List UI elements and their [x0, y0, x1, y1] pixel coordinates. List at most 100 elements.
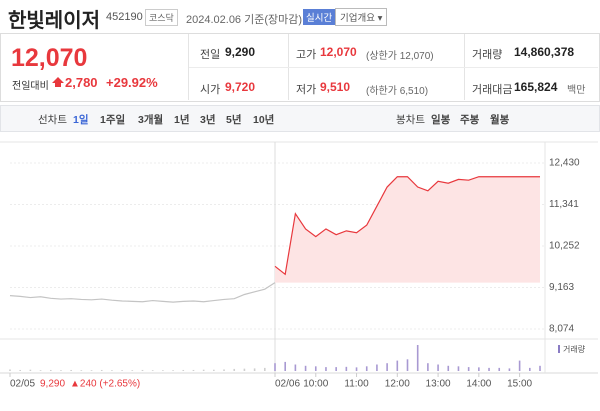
volume-bar — [274, 363, 276, 371]
price: 12,070 — [11, 44, 88, 72]
volume-bar — [60, 370, 62, 371]
divider — [188, 34, 189, 100]
change: 2,780 — [65, 75, 98, 90]
stat-label: 전일 — [200, 49, 221, 61]
volume-bar — [416, 345, 419, 371]
stat-note: (하한가 6,510) — [366, 86, 429, 97]
stat-label: 저가 — [296, 84, 317, 96]
stat-value: 9,510 — [320, 80, 351, 94]
y-tick-label: 10,252 — [549, 241, 580, 252]
y-tick-label: 8,074 — [549, 324, 574, 335]
stat-label: 고가 — [296, 49, 317, 61]
volume-bar — [162, 370, 164, 371]
volume-bar — [202, 369, 205, 371]
volume-bar — [284, 361, 286, 371]
stat-unit: 백만 — [567, 85, 586, 96]
volume-bar — [9, 369, 11, 371]
volume-bar — [376, 364, 378, 371]
volume-bar — [253, 368, 256, 371]
stat-label: 시가 — [200, 84, 221, 96]
volume-bar — [80, 370, 83, 371]
volume-bar — [131, 370, 134, 371]
up-icon — [52, 77, 64, 87]
volume-bar — [365, 366, 368, 371]
volume-bar — [498, 367, 501, 371]
x-tick-label: 11:00 — [344, 379, 369, 390]
volume-bar — [386, 363, 388, 371]
y-tick-label: 11,341 — [549, 199, 579, 210]
volume-icon — [558, 345, 560, 353]
volume-bar — [172, 370, 174, 371]
tab-bar — [0, 105, 600, 132]
volume-bar — [19, 369, 21, 371]
volume-bar — [100, 369, 103, 371]
date: 2024.02.06 기준(장마감) — [186, 14, 303, 26]
tab-label: 봉차트 — [396, 114, 425, 126]
volume-bar — [314, 366, 317, 371]
stock-name: 한빛레이저 — [8, 10, 100, 32]
volume-bar — [427, 363, 429, 371]
stat-value: 9,290 — [225, 45, 256, 59]
volume-bar — [345, 366, 348, 371]
volume-bar — [233, 368, 236, 371]
tab[interactable]: 5년 — [226, 114, 242, 126]
volume-bar — [223, 369, 225, 371]
volume-bar — [539, 365, 541, 371]
change-label: 전일대비 — [12, 81, 49, 92]
volume-bar — [111, 370, 113, 371]
volume-bar — [121, 370, 123, 371]
stat-label: 거래대금 — [472, 84, 513, 96]
divider — [189, 67, 598, 68]
x-tick-label: 12:00 — [385, 379, 410, 390]
tab-label: 선차트 — [38, 114, 67, 126]
tab[interactable]: 일봉 — [431, 114, 451, 126]
tab[interactable]: 월봉 — [490, 114, 510, 126]
overview-text: 기업개요 — [340, 13, 375, 24]
tab[interactable]: 1년 — [174, 114, 190, 126]
tab[interactable]: 3년 — [200, 114, 216, 126]
volume-bar — [335, 367, 337, 371]
volume-bar — [141, 369, 144, 371]
stat-label: 거래량 — [472, 49, 503, 61]
stock-code: 452190 — [106, 11, 143, 23]
volume-bar — [447, 365, 450, 371]
volume-bar — [478, 367, 480, 371]
tab[interactable]: 주봉 — [460, 114, 480, 126]
stat-value: 165,824 — [514, 80, 558, 94]
footer-close: 9,290 — [40, 379, 65, 390]
overview-button[interactable]: 기업개요 ▾ — [335, 8, 388, 26]
tab[interactable]: 10년 — [253, 114, 275, 126]
stat-value: 14,860,378 — [514, 45, 575, 59]
change-rate: +29.92% — [106, 75, 158, 90]
volume-bar — [39, 370, 42, 371]
volume-bar — [437, 364, 439, 371]
tab[interactable]: 1일 — [73, 114, 89, 126]
volume-bar — [518, 360, 521, 371]
tab[interactable]: 3개월 — [138, 114, 164, 126]
realtime-badge[interactable]: 실시간 — [303, 9, 336, 25]
volume-bar — [70, 369, 72, 371]
x-tick-label: 10:00 — [303, 379, 328, 390]
y-tick-label: 12,430 — [549, 158, 580, 169]
footer-change: ▲240 (+2.65%) — [70, 379, 140, 390]
volume-label: 거래량 — [563, 344, 586, 354]
price-line — [9, 282, 276, 303]
volume-bar — [49, 369, 52, 371]
volume-bar — [508, 368, 511, 371]
price-line — [274, 176, 540, 276]
area — [275, 176, 540, 283]
volume-bar — [396, 360, 399, 371]
stat-note: (상한가 12,070) — [366, 51, 434, 62]
volume-bar — [294, 364, 297, 371]
volume-bar — [457, 366, 460, 371]
market-badge: 코스닥 — [145, 9, 178, 26]
volume-bar — [406, 359, 409, 371]
volume-bar — [325, 367, 327, 371]
x-tick-label: 02/06 — [275, 379, 300, 390]
tab[interactable]: 1주일 — [100, 114, 126, 126]
volume-bar — [213, 369, 215, 371]
volume-bar — [29, 369, 32, 371]
x-tick-label: 14:00 — [466, 379, 491, 390]
